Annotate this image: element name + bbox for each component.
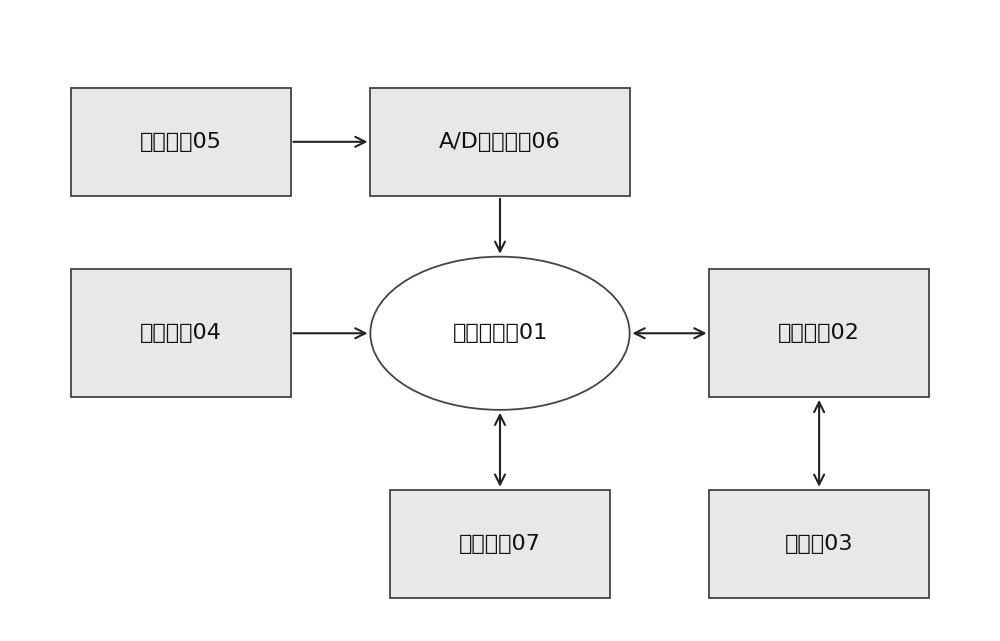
Text: 电源模块04: 电源模块04 [140, 323, 222, 344]
Text: 储能回路05: 储能回路05 [140, 132, 222, 152]
Text: 中央处理器01: 中央处理器01 [452, 323, 548, 344]
Text: 上位机03: 上位机03 [785, 534, 853, 554]
Ellipse shape [370, 256, 630, 410]
FancyBboxPatch shape [71, 269, 291, 397]
FancyBboxPatch shape [390, 490, 610, 598]
FancyBboxPatch shape [71, 88, 291, 196]
Text: 存储单元07: 存储单元07 [459, 534, 541, 554]
Text: A/D转换模块06: A/D转换模块06 [439, 132, 561, 152]
Text: 通信模块02: 通信模块02 [778, 323, 860, 344]
FancyBboxPatch shape [370, 88, 630, 196]
FancyBboxPatch shape [709, 269, 929, 397]
FancyBboxPatch shape [709, 490, 929, 598]
